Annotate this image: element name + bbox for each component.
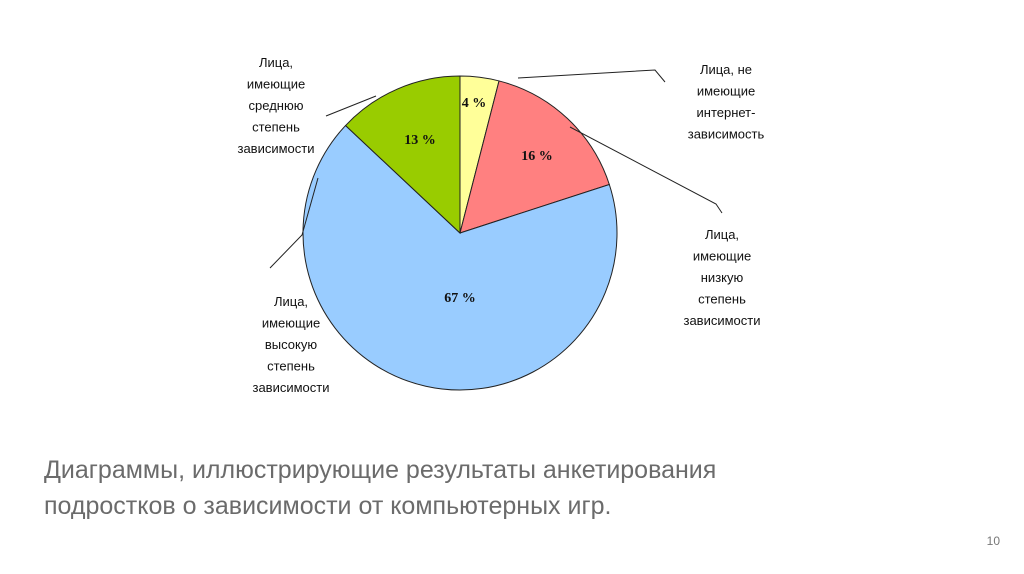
leader-line-3	[325, 95, 377, 117]
pie-slice-1	[459, 80, 610, 234]
slice-category-label-1: Лица, имеющие низкую степень зависимости	[683, 227, 760, 328]
pie-slice-3	[344, 75, 461, 235]
pie-chart: 4 % 16 % 67 % 13 % Лица, не имеющие интернет-з…	[237, 55, 765, 395]
slice-value-label-1: 16 %	[521, 149, 553, 164]
slice-category-label-0: Лица, не имеющие интернет-зависимость	[688, 62, 765, 142]
slice-category-label-3: Лица, имеющие среднюю степень зависимости	[237, 55, 314, 156]
slice-value-label-3: 13 %	[404, 133, 436, 148]
page-number: 10	[986, 534, 1000, 548]
slice-value-label-2: 67 %	[444, 291, 476, 306]
pie-slice-2	[302, 124, 618, 391]
slide-caption: Диаграммы, иллюстрирующие результаты анк…	[44, 456, 717, 520]
leader-line-0	[517, 69, 666, 83]
leader-line-2	[269, 177, 319, 269]
slice-category-label-2: Лица, имеющие высокую степень зависимости	[252, 294, 329, 395]
slice-value-label-0: 4 %	[462, 96, 487, 111]
leader-line-1	[569, 126, 723, 214]
